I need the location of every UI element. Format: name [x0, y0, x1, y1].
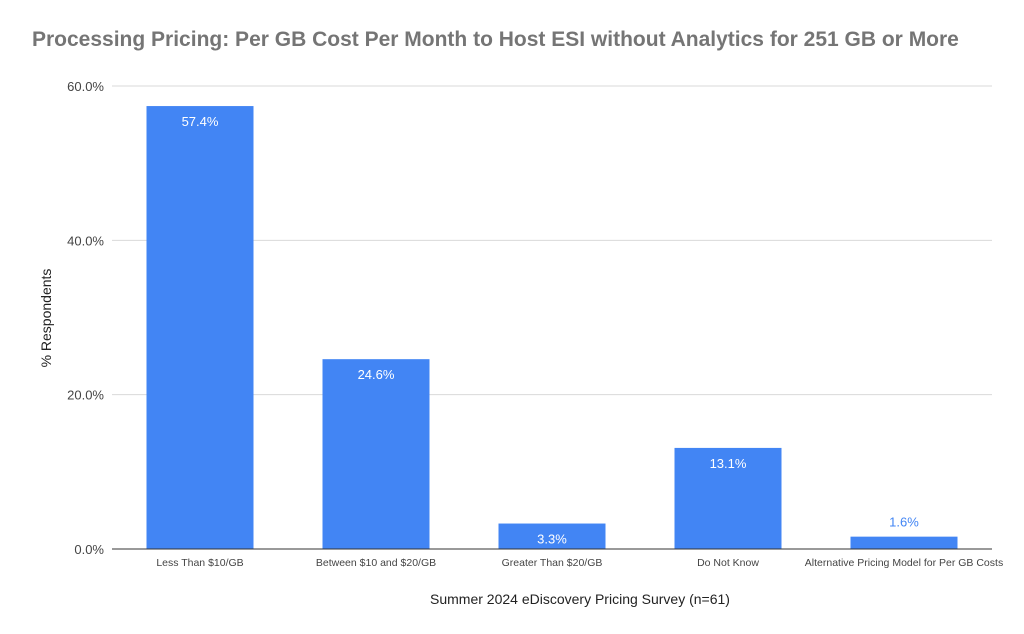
data-label: 3.3% — [537, 532, 567, 547]
x-tick-label: Less Than $10/GB — [156, 557, 243, 569]
x-tick-label: Greater Than $20/GB — [502, 557, 603, 569]
x-tick-label: Between $10 and $20/GB — [316, 557, 436, 569]
bar — [322, 359, 430, 549]
y-tick-label: 60.0% — [67, 79, 104, 94]
bar — [146, 106, 254, 550]
bar — [850, 536, 958, 549]
chart-title: Processing Pricing: Per GB Cost Per Mont… — [32, 28, 959, 51]
data-label: 24.6% — [358, 367, 395, 382]
data-label: 57.4% — [182, 114, 219, 129]
bar — [498, 523, 606, 549]
bar — [674, 447, 782, 549]
x-axis-label: Summer 2024 eDiscovery Pricing Survey (n… — [430, 591, 730, 607]
y-tick-label: 0.0% — [74, 542, 104, 557]
data-label: 13.1% — [710, 456, 747, 471]
x-tick-label: Alternative Pricing Model for Per GB Cos… — [805, 557, 1003, 569]
x-tick-label: Do Not Know — [697, 557, 759, 569]
data-label: 1.6% — [889, 515, 919, 530]
y-tick-label: 40.0% — [67, 233, 104, 248]
y-tick-label: 20.0% — [67, 388, 104, 403]
